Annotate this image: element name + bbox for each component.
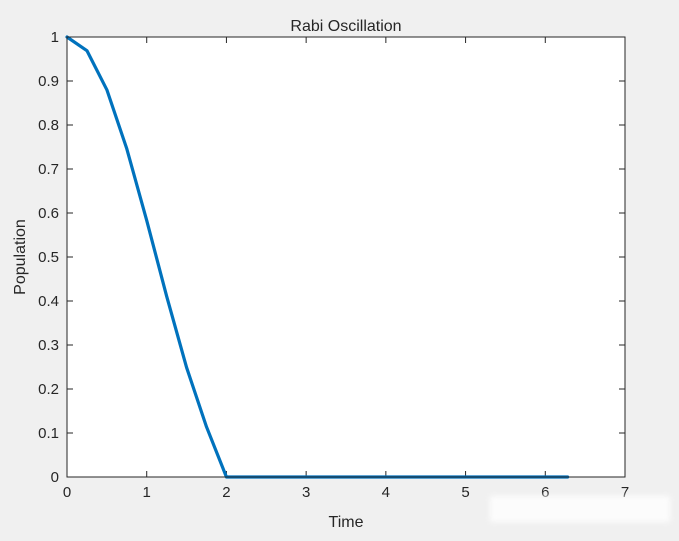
y-tick-label: 0 <box>51 469 59 486</box>
y-tick-label: 0.4 <box>38 293 59 310</box>
y-tick-label: 0.8 <box>38 117 59 134</box>
y-tick-label: 0.3 <box>38 337 59 354</box>
x-tick-label: 0 <box>63 484 71 501</box>
chart-title: Rabi Oscillation <box>290 18 401 35</box>
x-tick-label: 2 <box>222 484 230 501</box>
x-tick-label: 3 <box>302 484 310 501</box>
y-axis-label: Population <box>12 219 29 295</box>
y-tick-label: 0.1 <box>38 425 59 442</box>
x-tick-label: 4 <box>382 484 390 501</box>
y-tick-label: 0.9 <box>38 73 59 90</box>
x-axis-label: Time <box>329 514 364 531</box>
y-tick-label: 1 <box>51 29 59 46</box>
x-tick-label: 1 <box>143 484 151 501</box>
x-tick-label: 5 <box>461 484 469 501</box>
y-tick-label: 0.7 <box>38 161 59 178</box>
y-tick-label: 0.2 <box>38 381 59 398</box>
axes-background <box>67 37 625 477</box>
y-tick-label: 0.6 <box>38 205 59 222</box>
y-tick-label: 0.5 <box>38 249 59 266</box>
watermark-blur <box>490 496 670 522</box>
